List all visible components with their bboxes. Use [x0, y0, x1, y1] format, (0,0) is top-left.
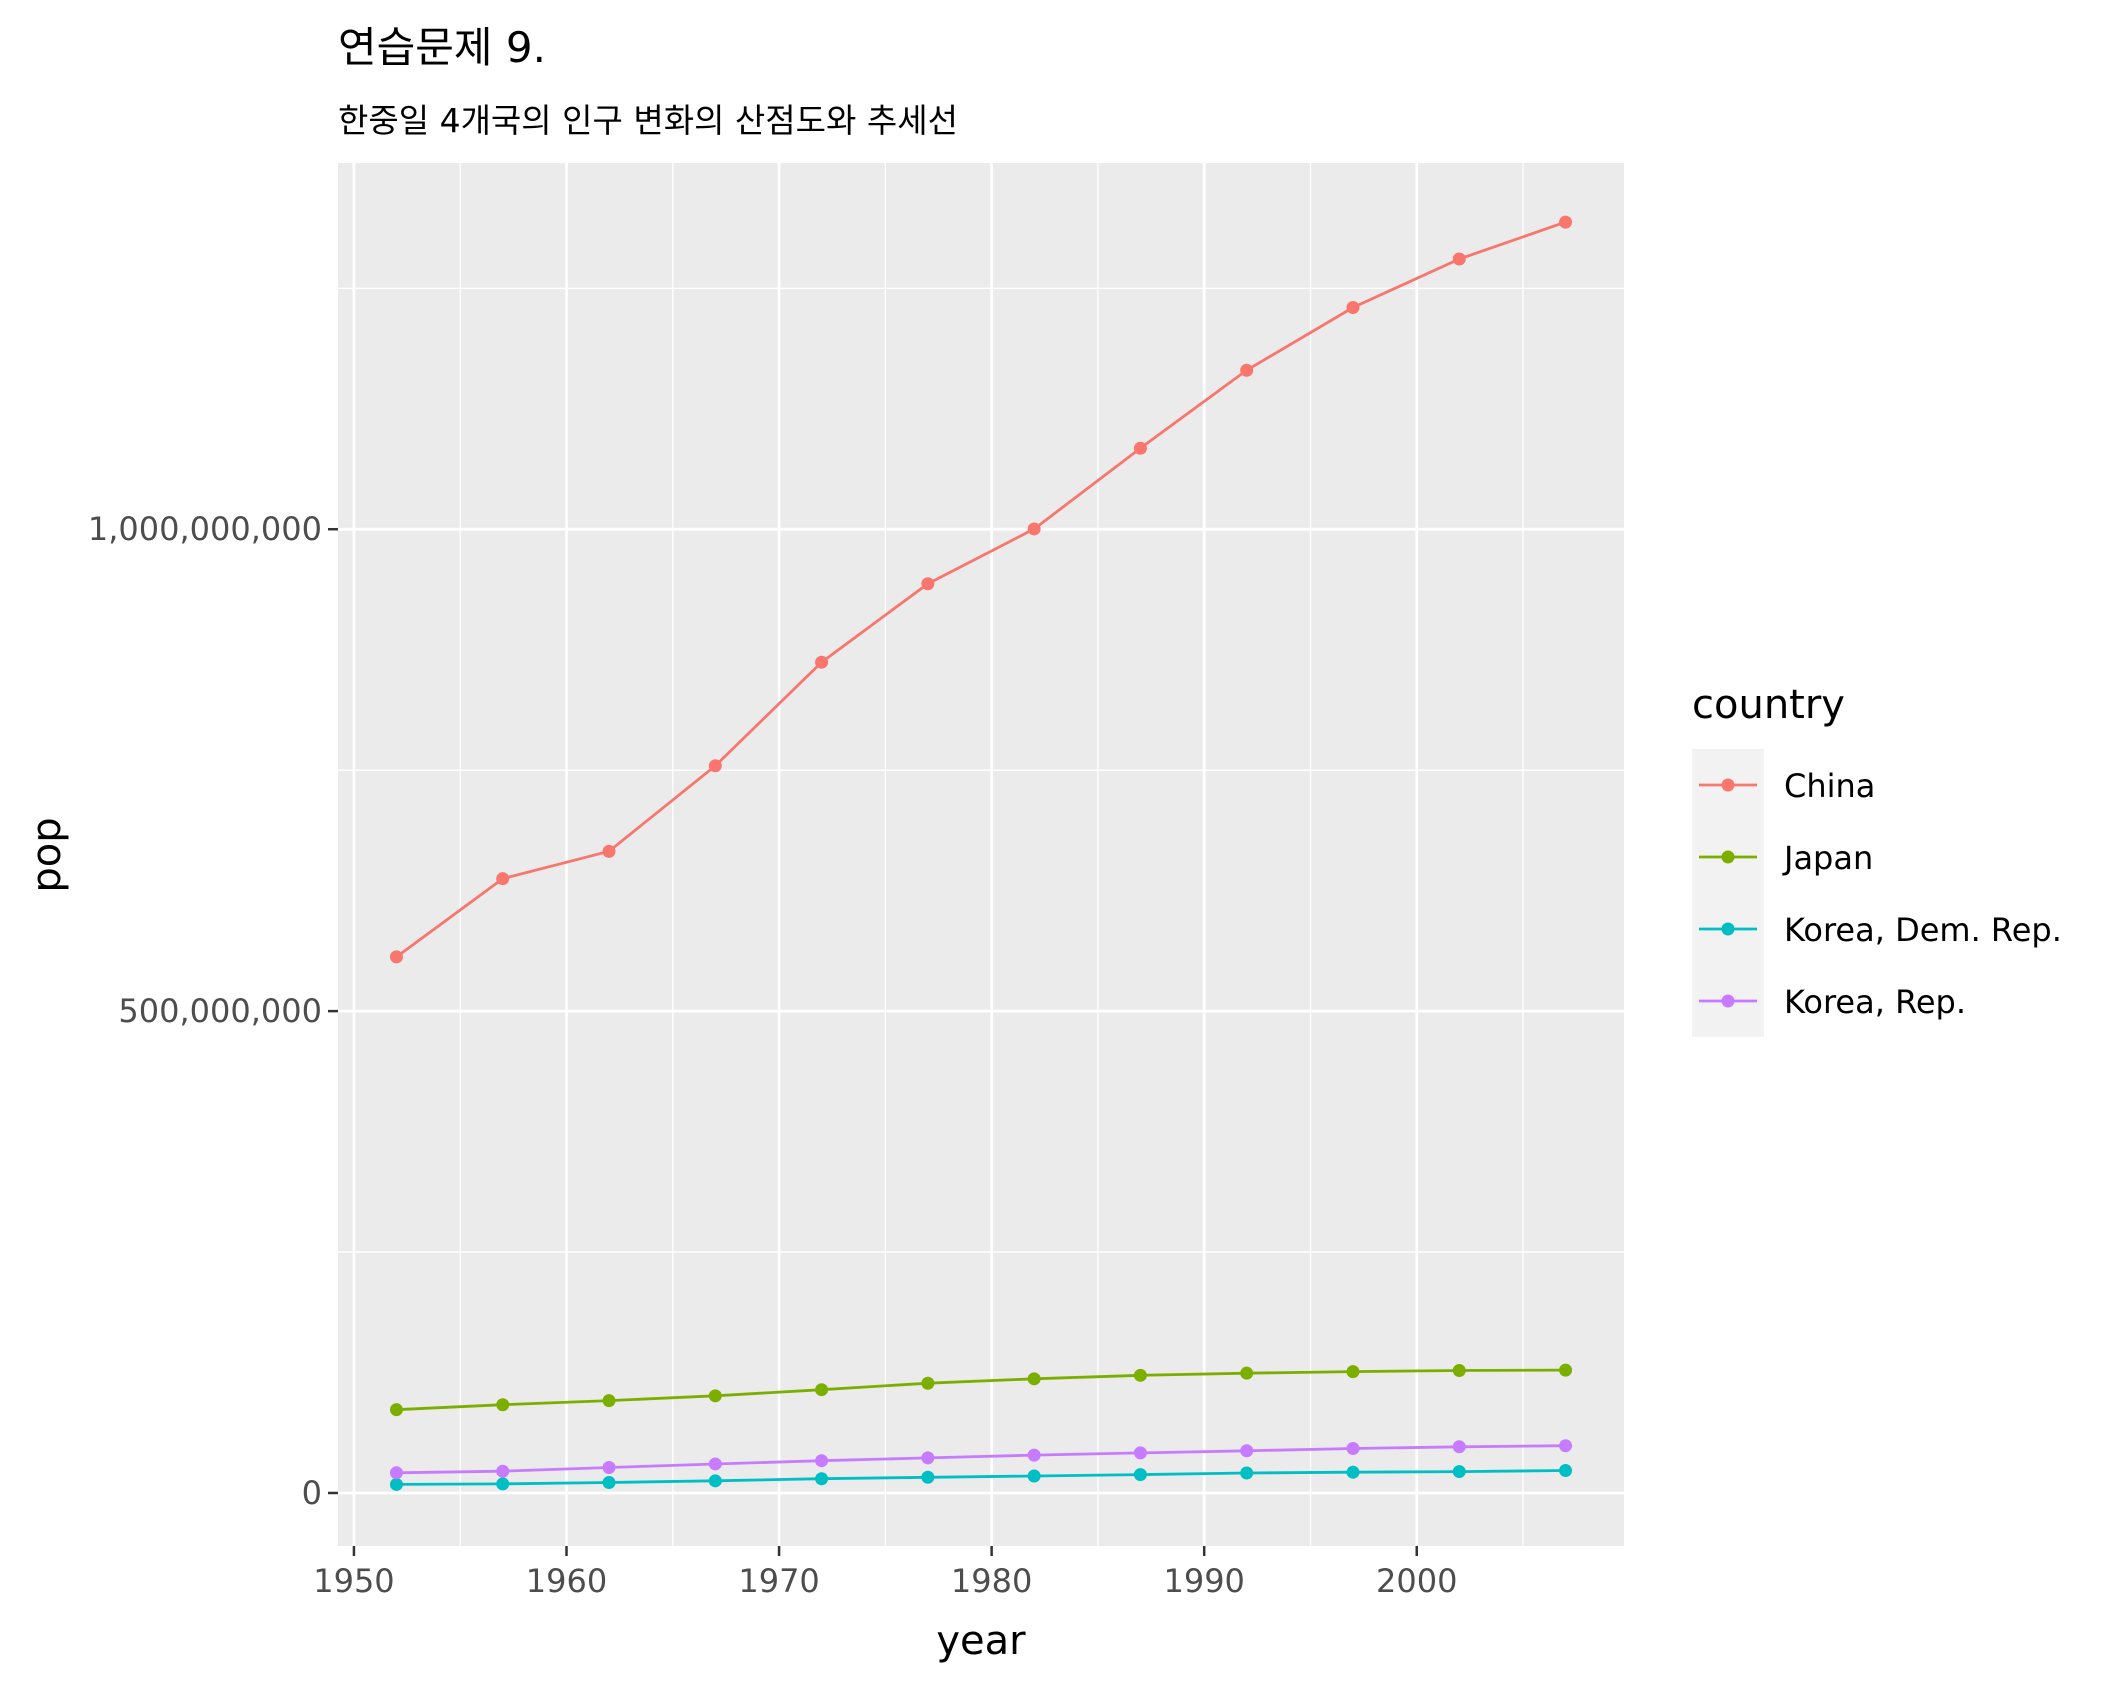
y-tick-label: 0: [302, 1474, 322, 1512]
legend-key-point: [1721, 994, 1735, 1008]
series: [389, 215, 1573, 1491]
series-group: [389, 215, 1573, 964]
data-point: [1346, 1365, 1360, 1379]
legend: country China Japan Korea, Dem. Rep. Korea,…: [1692, 682, 2062, 1037]
data-point: [1027, 1372, 1041, 1386]
legend-title: country: [1692, 682, 1845, 728]
x-tick-label: 1970: [738, 1562, 819, 1600]
data-point: [602, 1475, 616, 1489]
data-point: [602, 1394, 616, 1408]
legend-item: Korea, Dem. Rep.: [1692, 893, 2062, 965]
data-point: [1452, 1440, 1466, 1454]
data-point: [1027, 1448, 1041, 1462]
legend-key-point: [1721, 778, 1735, 792]
data-point: [496, 872, 510, 886]
series-line: [396, 1368, 1566, 1412]
legend-key-point: [1721, 850, 1735, 864]
data-point: [389, 1403, 403, 1417]
x-tick-label: 1950: [313, 1562, 394, 1600]
data-point: [1559, 1363, 1573, 1377]
data-point: [1452, 1364, 1466, 1378]
data-point: [708, 1389, 722, 1403]
chart-title: 연습문제 9.: [338, 23, 546, 72]
legend-label: China: [1784, 767, 1875, 805]
data-point: [1027, 522, 1041, 536]
data-point: [1240, 1444, 1254, 1458]
data-point: [1133, 1368, 1147, 1382]
data-point: [496, 1477, 510, 1491]
data-point: [389, 1466, 403, 1480]
series-line: [396, 1469, 1566, 1486]
data-point: [389, 1477, 403, 1491]
series-group: [389, 1439, 1573, 1480]
y-tick-label: 1,000,000,000: [88, 510, 322, 548]
data-point: [815, 1454, 829, 1468]
y-axis-title: pop: [24, 817, 70, 892]
legend-item: China: [1692, 749, 1875, 821]
data-point: [496, 1464, 510, 1478]
series-line: [396, 1444, 1566, 1475]
data-point: [389, 950, 403, 964]
axes: 1950 1960 1970 1980 1990 2000 0 500,000,000 1,00…: [88, 510, 1458, 1600]
x-axis-title: year: [936, 1618, 1026, 1664]
data-point: [921, 1376, 935, 1390]
x-tick-label: 1960: [526, 1562, 607, 1600]
data-point: [1240, 363, 1254, 377]
x-tick-label: 1980: [951, 1562, 1032, 1600]
data-point: [708, 1457, 722, 1471]
legend-label: Korea, Rep.: [1784, 983, 1966, 1021]
series-line: [395, 220, 1566, 959]
grid: [338, 163, 1624, 1546]
data-point: [1559, 1439, 1573, 1453]
data-point: [1133, 1446, 1147, 1460]
data-point: [815, 1383, 829, 1397]
data-point: [602, 844, 616, 858]
data-point: [708, 1474, 722, 1488]
data-point: [1346, 1441, 1360, 1455]
legend-key-point: [1721, 922, 1735, 936]
series-group: [389, 1464, 1573, 1491]
legend-item: Japan: [1692, 821, 1873, 893]
data-point: [1133, 441, 1147, 455]
data-point: [1027, 1469, 1041, 1483]
data-point: [815, 655, 829, 669]
data-point: [815, 1472, 829, 1486]
y-tick-label: 500,000,000: [118, 992, 322, 1030]
x-tick-label: 2000: [1376, 1562, 1457, 1600]
data-point: [1346, 300, 1360, 314]
plot-panel: [338, 163, 1624, 1546]
data-point: [1452, 1465, 1466, 1479]
data-point: [1133, 1468, 1147, 1482]
data-point: [496, 1398, 510, 1412]
data-point: [1452, 252, 1466, 266]
data-point: [708, 759, 722, 773]
data-point: [602, 1461, 616, 1475]
data-point: [1240, 1466, 1254, 1480]
data-point: [1240, 1366, 1254, 1380]
data-point: [1346, 1465, 1360, 1479]
chart-subtitle: 한중일 4개국의 인구 변화의 산점도와 추세선: [338, 101, 958, 140]
data-point: [1559, 215, 1573, 229]
legend-item: Korea, Rep.: [1692, 965, 1966, 1037]
x-tick-label: 1990: [1163, 1562, 1244, 1600]
data-point: [921, 1451, 935, 1465]
series-group: [389, 1363, 1573, 1417]
data-point: [921, 1470, 935, 1484]
data-point: [1559, 1464, 1573, 1478]
data-point: [921, 577, 935, 591]
legend-label: Korea, Dem. Rep.: [1784, 911, 2062, 949]
legend-label: Japan: [1782, 839, 1873, 877]
